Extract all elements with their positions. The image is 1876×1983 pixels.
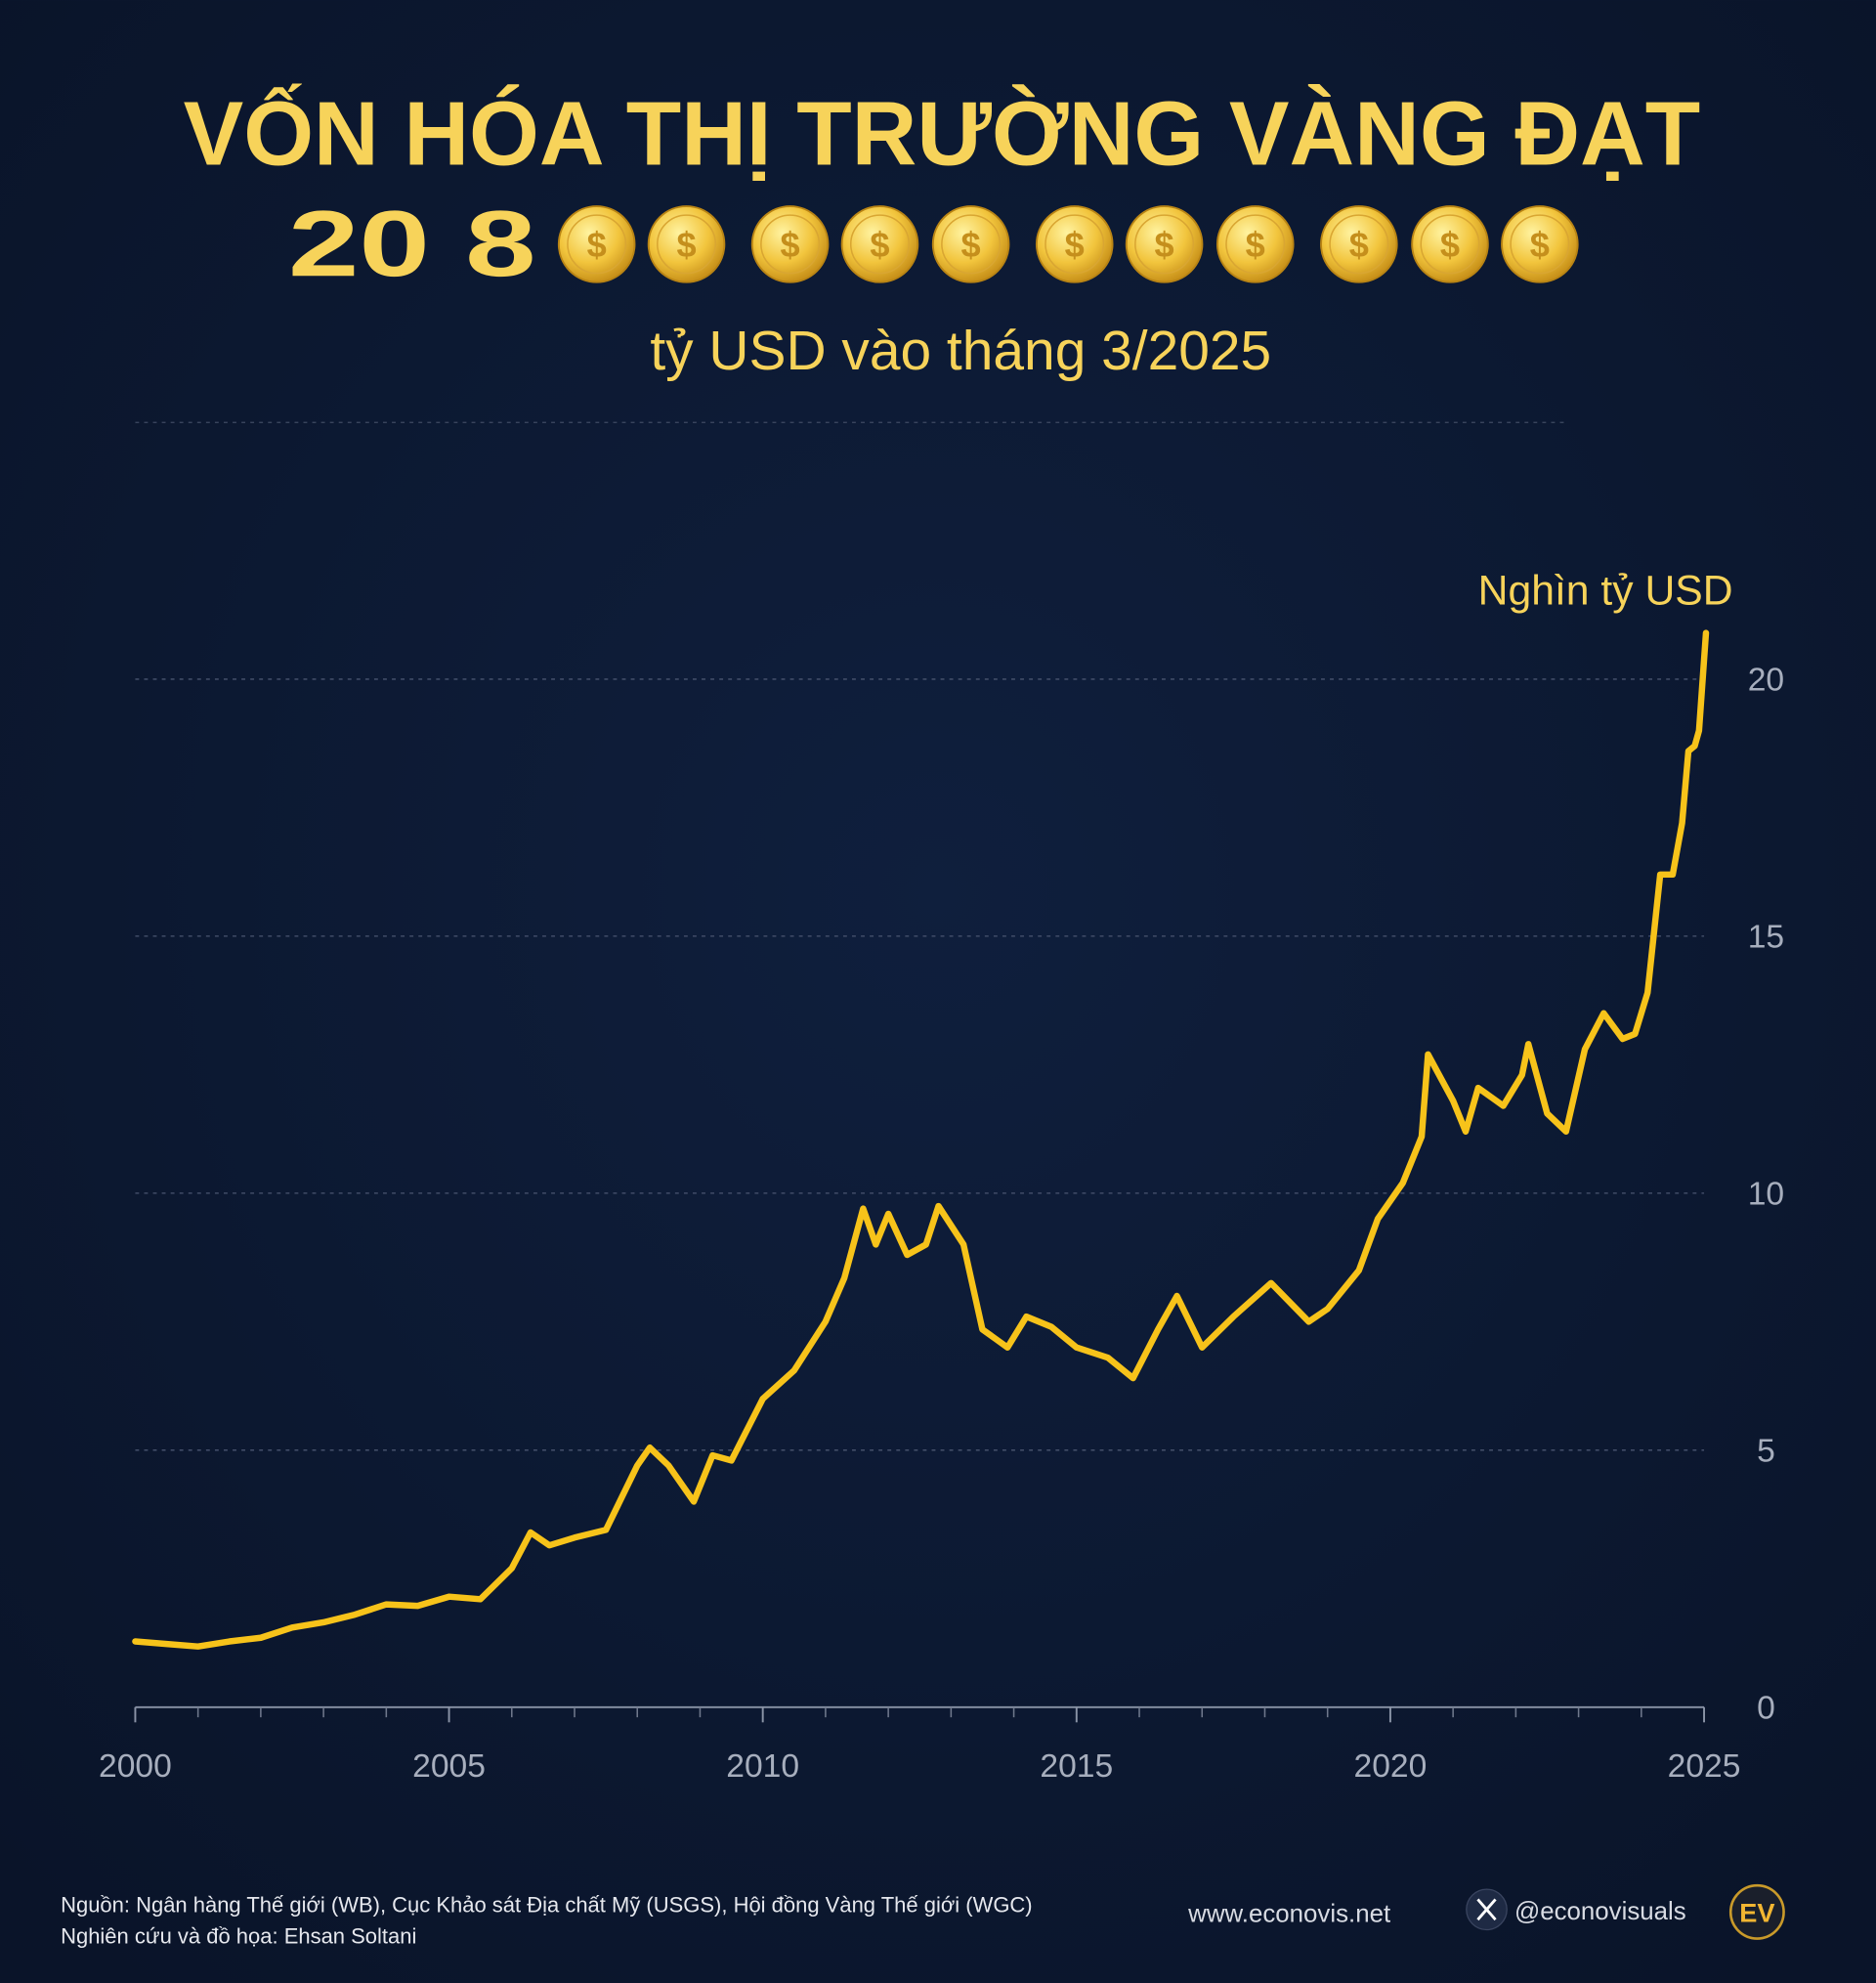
coin-glyph: $ <box>1349 225 1369 265</box>
plot: 0 5 10 15 20 2000 2005 2010 2015 2020 2025 <box>99 629 1784 1785</box>
x-tick-label: 2015 <box>1040 1748 1113 1785</box>
y-tick-label: 20 <box>1748 663 1784 699</box>
coin-glyph: $ <box>676 225 696 265</box>
credit: Nghiên cứu và đồ họa: Ehsan Soltani <box>61 1924 416 1949</box>
y-tick-label: 15 <box>1748 920 1784 956</box>
coin-rim <box>760 214 821 275</box>
y-tick-label: 5 <box>1757 1433 1775 1469</box>
source: Nguồn: Ngân hàng Thế giới (WB), Cục Khảo… <box>61 1892 1033 1917</box>
coin-glyph: $ <box>1246 225 1265 265</box>
coin-rim <box>657 214 717 275</box>
coin <box>557 205 636 283</box>
coin-rim <box>1225 214 1286 275</box>
coin-glyph: $ <box>1440 225 1460 265</box>
coin <box>1501 205 1579 283</box>
coin-glyph: $ <box>781 225 800 265</box>
coin <box>1411 205 1489 283</box>
logo-text: EV <box>1739 1898 1774 1928</box>
coin-glyph: $ <box>587 225 607 265</box>
coin-rim <box>1134 214 1195 275</box>
coin <box>1320 205 1398 283</box>
x-tick-label: 2005 <box>412 1748 486 1785</box>
chart-title: VỐN HÓA THỊ TRƯỜNG VÀNG ĐẠT <box>184 82 1701 184</box>
y-tick-label: 0 <box>1757 1690 1775 1726</box>
coin-glyph: $ <box>1530 225 1550 265</box>
coin <box>1215 205 1295 283</box>
coin <box>750 205 830 283</box>
x-tick-label: 2010 <box>726 1748 799 1785</box>
coins: $ $ $ $ $ $ $ $ $ $ $ <box>557 205 1579 283</box>
coin <box>931 205 1010 283</box>
x-tick-label: 2025 <box>1668 1748 1741 1785</box>
line-series <box>132 629 1710 1650</box>
coin-rim <box>1510 214 1570 275</box>
coin <box>1035 205 1114 283</box>
coin-glyph: $ <box>961 225 981 265</box>
coin-rim <box>849 214 911 275</box>
x-icon-glyph <box>1476 1898 1497 1921</box>
subtitle: tỷ USD vào tháng 3/2025 <box>650 320 1271 382</box>
coin <box>1125 205 1204 283</box>
coin <box>840 205 919 283</box>
coin-glyph: $ <box>870 225 889 265</box>
coin-rim <box>941 214 1002 275</box>
x-tick-label: 2020 <box>1354 1748 1428 1785</box>
logo <box>1728 1883 1785 1940</box>
coin-rim <box>1329 214 1389 275</box>
coin-glyph: $ <box>1155 225 1174 265</box>
y-tick-label: 10 <box>1748 1177 1784 1213</box>
website: www.econovis.net <box>1187 1901 1390 1928</box>
x-tick-label: 2000 <box>99 1748 172 1785</box>
coin <box>647 205 726 283</box>
coin-glyph: $ <box>1065 225 1085 265</box>
coin-rim <box>567 214 627 275</box>
headline-number: 20 8 <box>288 192 536 296</box>
y-axis-label: Nghìn tỷ USD <box>1478 568 1733 615</box>
coin-rim <box>1420 214 1480 275</box>
handle: @econovisuals <box>1514 1898 1686 1925</box>
coin-rim <box>1045 214 1105 275</box>
